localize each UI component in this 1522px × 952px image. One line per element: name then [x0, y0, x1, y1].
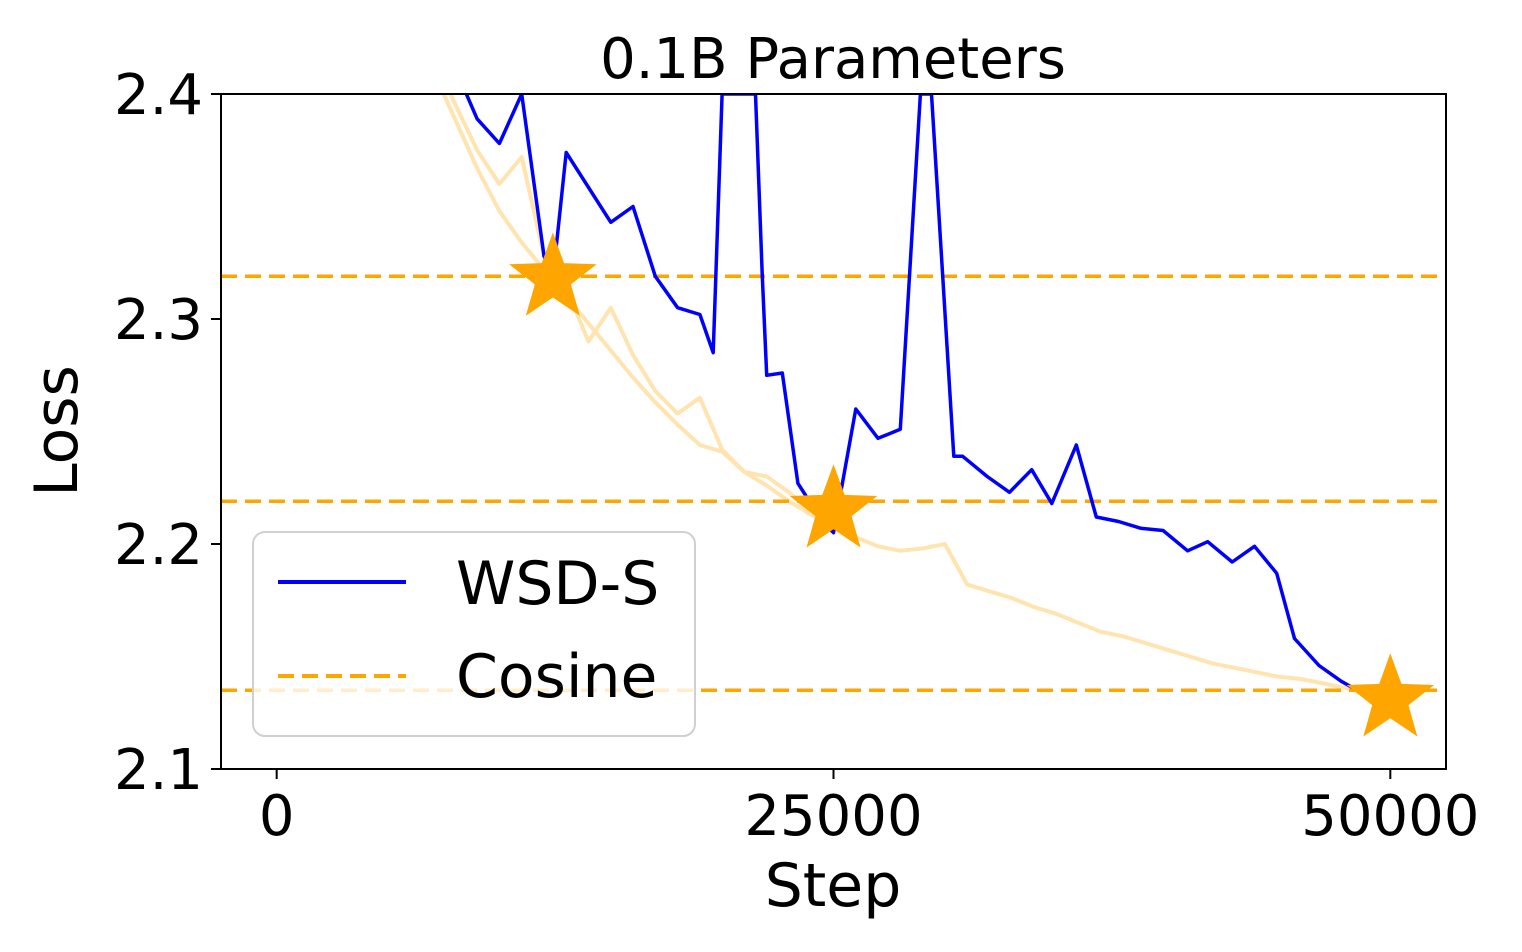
y-axis-label: Loss	[22, 365, 92, 497]
star-marker-2	[1346, 653, 1435, 737]
faded-series-line-0	[448, 94, 835, 524]
wsd-s-series-layer	[464, 94, 1391, 702]
y-axis-ticks: 2.1 2.2 2.3 2.4	[114, 63, 221, 803]
y-tick-label-0: 2.1	[114, 738, 203, 803]
x-tick-label-2: 50000	[1301, 784, 1479, 849]
x-axis-ticks: 0 25000 50000	[259, 769, 1479, 849]
y-tick-label-3: 2.4	[114, 63, 203, 128]
y-tick-label-2: 2.3	[114, 288, 203, 353]
star-markers-layer	[509, 232, 1435, 737]
x-axis-label: Step	[765, 851, 902, 921]
legend-label-wsd-s: WSD-S	[456, 549, 659, 619]
y-tick-label-1: 2.2	[114, 513, 203, 578]
x-tick-label-1: 25000	[744, 784, 922, 849]
legend: WSD-S Cosine	[252, 531, 696, 737]
legend-label-cosine: Cosine	[456, 642, 657, 712]
faded-series-line-1	[441, 94, 1391, 699]
star-marker-0	[509, 232, 597, 316]
faded-series-layer	[441, 94, 1391, 699]
x-tick-label-0: 0	[259, 784, 295, 849]
star-marker-1	[789, 464, 878, 548]
chart-title: 0.1B Parameters	[600, 27, 1066, 92]
wsd-s-line	[464, 94, 1391, 702]
